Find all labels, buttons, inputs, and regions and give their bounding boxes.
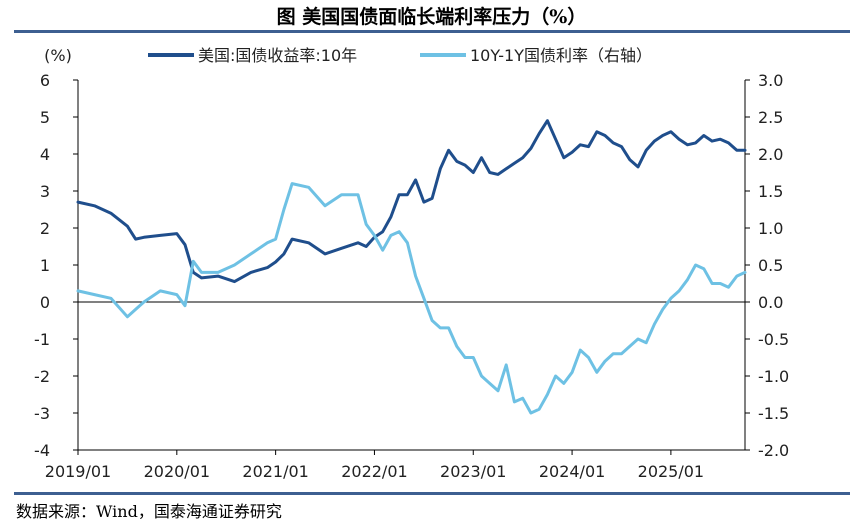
x-tick-label: 2020/01 [144,462,210,481]
chart-legend: 美国:国债收益率:10年 10Y-1Y国债利率（右轴） [148,46,652,65]
series-line-2 [76,182,747,415]
legend-label-1: 美国:国债收益率:10年 [198,46,357,65]
title-rule [14,30,850,33]
x-tick-label: 2022/01 [341,462,407,481]
left-tick-label: 6 [40,71,50,90]
x-tick-label: 2023/01 [440,462,506,481]
right-tick-label: -2.0 [758,441,789,460]
right-tick-label: 3.0 [758,71,783,90]
right-tick-label: -1.0 [758,367,789,386]
x-tick-label: 2019/01 [45,462,111,481]
left-tick-label: 2 [40,219,50,238]
right-tick-label: -0.5 [758,330,789,349]
right-tick-label: 1.0 [758,219,783,238]
left-axis-unit: (%) [44,46,72,65]
source-note: 数据来源：Wind，国泰海通证券研究 [16,502,282,521]
left-tick-label: 5 [40,108,50,127]
left-tick-label: 3 [40,182,50,201]
left-tick-label: 4 [40,145,50,164]
right-tick-label: 0.0 [758,293,783,312]
right-tick-label: 1.5 [758,182,783,201]
right-tick-label: -1.5 [758,404,789,423]
x-tick-label: 2025/01 [638,462,704,481]
x-tick-label: 2021/01 [242,462,308,481]
right-tick-label: 2.5 [758,108,783,127]
left-tick-label: 1 [40,256,50,275]
left-tick-label: 0 [40,293,50,312]
left-tick-label: -4 [34,441,50,460]
legend-label-2: 10Y-1Y国债利率（右轴） [470,46,652,65]
left-tick-label: -1 [34,330,50,349]
source-rule [14,492,850,495]
chart-title: 图 美国国债面临长端利率压力（%） [276,6,587,28]
chart-axes: 6 5 4 3 2 1 0 -1 -2 -3 -4 (%) 3.0 2.5 2.0 1.5 1.0 0.5 0.0 -… [34,46,789,481]
left-tick-label: -3 [34,404,50,423]
right-tick-label: 0.5 [758,256,783,275]
series-line-1 [76,119,747,284]
right-tick-label: 2.0 [758,145,783,164]
left-tick-label: -2 [34,367,50,386]
x-tick-label: 2024/01 [539,462,605,481]
chart-lines [76,119,747,415]
